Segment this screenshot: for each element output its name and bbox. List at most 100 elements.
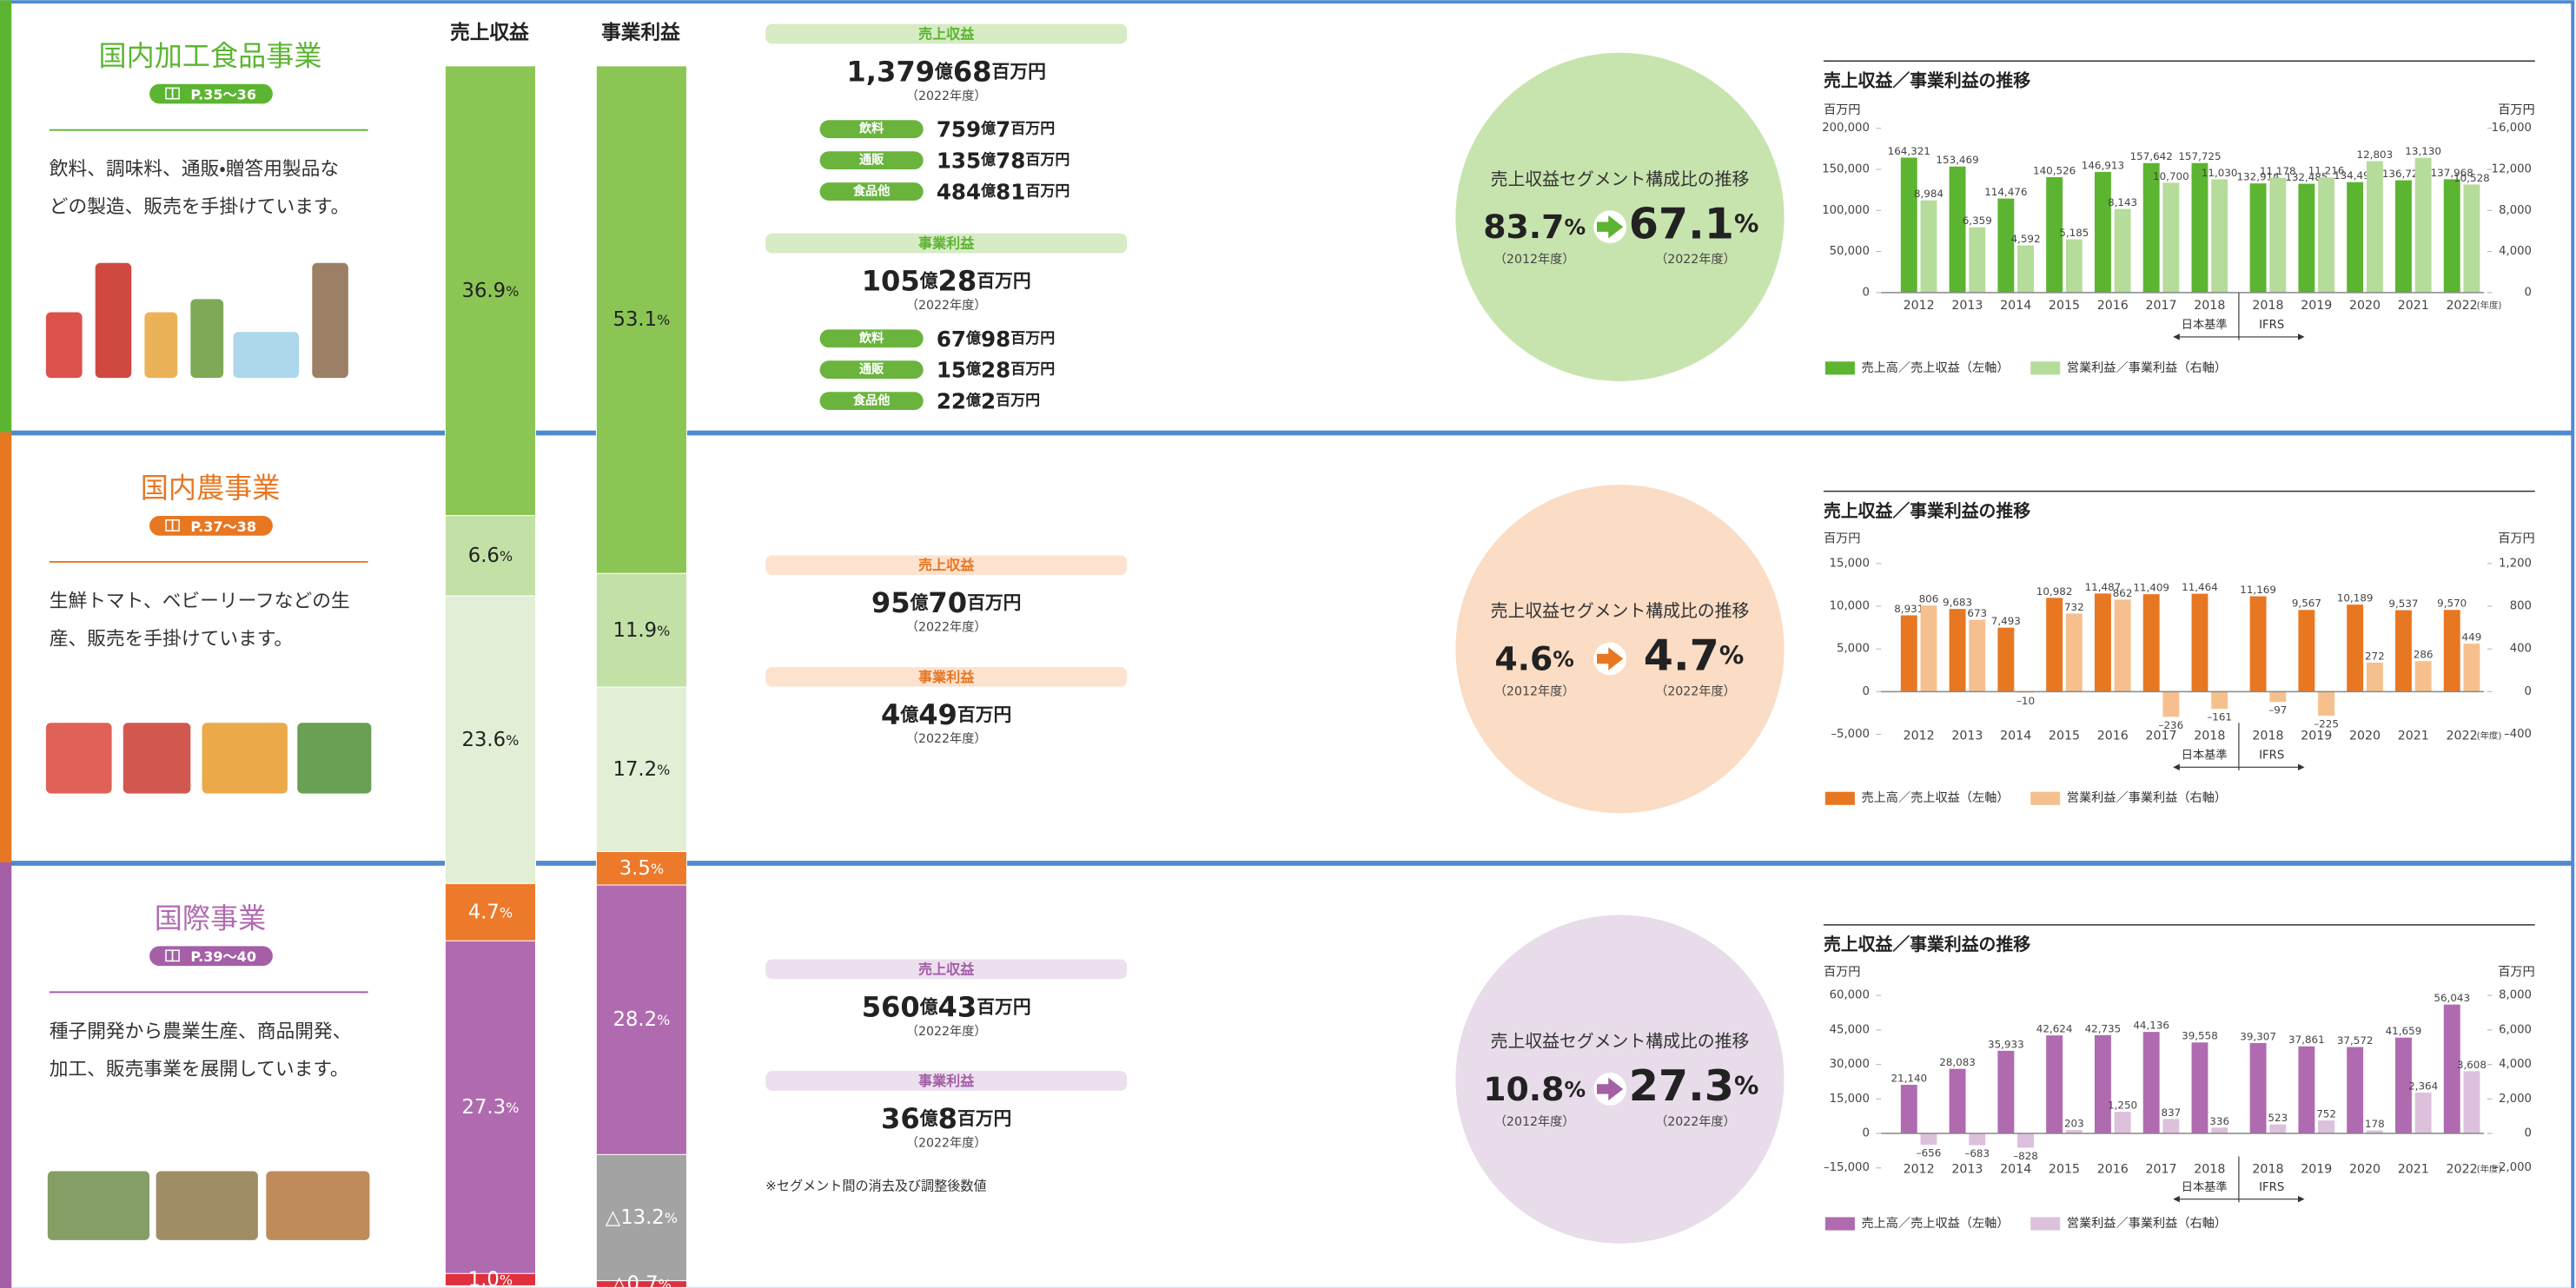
y2-tick-label: 8,000	[2499, 989, 2532, 1002]
legend-swatch	[1825, 1217, 1855, 1230]
value-label: 11,030	[2202, 167, 2238, 179]
x-tick-label: 2017	[2145, 299, 2176, 313]
x-tick-label: 2013	[1951, 1163, 1983, 1177]
text-run: 百万円	[992, 62, 1046, 83]
value-label: 862	[2113, 587, 2133, 599]
stack-label: 11.9%	[613, 619, 671, 642]
bar	[2143, 594, 2160, 691]
value-label: 9,537	[2388, 598, 2418, 610]
ratio-to-period: （2022年度）	[1655, 1115, 1736, 1129]
annotation: IFRS	[2259, 1181, 2284, 1194]
text-run: %	[1564, 1076, 1586, 1101]
text-run: △0.7	[612, 1273, 659, 1288]
value-label: 11,178	[2260, 165, 2296, 177]
text-run: 百万円	[996, 393, 1040, 410]
y-tick-label: 5,000	[1837, 643, 1870, 656]
value-label: 28,083	[1939, 1056, 1976, 1068]
text-run: 4.7	[468, 901, 500, 923]
x-tick-label: 2020	[2349, 1163, 2381, 1177]
annotation: 日本基準	[2182, 749, 2228, 763]
text-run: 17.2	[613, 758, 658, 781]
y-tick-label: 150,000	[1822, 163, 1870, 176]
product-photo	[144, 313, 177, 379]
text-run: 105	[862, 265, 920, 298]
text-run: 8	[938, 1102, 957, 1135]
bar	[2115, 1112, 2131, 1133]
product-photo	[156, 1171, 258, 1239]
page: 国内加工食品事業P.35～36飲料、調味料、通販・贈答用製品などの製造、販売を手…	[0, 0, 2576, 1288]
text-run: 億	[980, 182, 996, 201]
value-label: 42,735	[2085, 1022, 2122, 1034]
bar	[2211, 1127, 2228, 1133]
value-label: 8,984	[1914, 188, 1944, 200]
y-unit: 百万円	[1824, 966, 1861, 980]
y-unit: 百万円	[1824, 103, 1861, 117]
x-tick-label: 2015	[2049, 729, 2080, 743]
ratio-from-period: （2012年度）	[1494, 1115, 1575, 1129]
bar	[1950, 1069, 1966, 1133]
text-run: △13.2	[606, 1206, 665, 1229]
y-tick-label: –15,000	[1824, 1161, 1870, 1174]
value-label: 10,189	[2337, 592, 2374, 604]
stack-label: 23.6%	[462, 729, 520, 751]
breakdown-label: 飲料	[858, 331, 884, 346]
page-ref: P.37～38	[190, 519, 256, 535]
annotation: 日本基準	[2182, 318, 2228, 332]
x-tick-label: 2012	[1904, 1163, 1935, 1177]
value-label: 449	[2462, 631, 2482, 644]
x-tick-label: 2014	[2000, 1163, 2031, 1177]
y2-tick-label: 4,000	[2499, 245, 2532, 258]
x-tick-label: 2019	[2301, 729, 2332, 743]
bar	[2046, 1035, 2063, 1133]
y2-unit: 百万円	[2498, 532, 2535, 545]
bar	[2066, 240, 2083, 293]
segment-title: 国内加工食品事業	[99, 40, 322, 73]
value-label: 44,136	[2133, 1020, 2169, 1032]
text-run: 6.6	[468, 545, 500, 567]
text-run: 億	[919, 271, 938, 292]
text-run: 億	[919, 996, 938, 1017]
ratio-title: 売上収益セグメント構成比の推移	[1491, 1032, 1750, 1052]
y-tick-label: 50,000	[1830, 245, 1870, 258]
metric-label: 事業利益	[918, 235, 975, 252]
text-run: %	[506, 282, 519, 299]
bar	[2211, 179, 2228, 292]
text-run: 27.3	[1629, 1060, 1734, 1111]
text-run: 49	[918, 698, 957, 731]
metric-period: （2022年度）	[906, 621, 987, 635]
bar	[1901, 616, 1917, 692]
text-run: 135	[937, 148, 981, 173]
stack-label: 28.2%	[613, 1008, 671, 1031]
x-tick-label: 2021	[2398, 729, 2429, 743]
bar	[1969, 1133, 1985, 1146]
x-tick-label: 2021	[2398, 1163, 2429, 1177]
value-label: 157,725	[2178, 150, 2221, 162]
value-label: 272	[2365, 650, 2385, 662]
text-run: 2	[981, 388, 996, 413]
value-label: 157,642	[2130, 150, 2173, 162]
value-label: 42,624	[2036, 1023, 2073, 1035]
description-line: 産、販売を手掛けています。	[50, 628, 293, 650]
value-label: –225	[2314, 717, 2339, 730]
value-label: 21,140	[1891, 1072, 1927, 1084]
x-tick-label: 2022	[2447, 299, 2478, 313]
value-label: 10,528	[2453, 172, 2490, 184]
text-run: 28	[938, 265, 977, 298]
bar	[1997, 1051, 2014, 1133]
y-tick-label: 30,000	[1830, 1058, 1870, 1071]
text-run: %	[659, 1276, 672, 1288]
text-run: 百万円	[1025, 183, 1069, 201]
bar	[2395, 181, 2412, 293]
value-label: 39,307	[2240, 1030, 2276, 1042]
y-tick-label: 0	[1862, 286, 1869, 299]
text-run: 68	[953, 56, 992, 89]
value-label: 8,143	[2108, 196, 2137, 208]
bar	[2143, 1032, 2160, 1133]
product-photo	[266, 1171, 369, 1239]
stack-label: 6.6%	[468, 545, 513, 567]
bar	[1921, 1133, 1937, 1145]
text-run: 43	[938, 990, 977, 1023]
text-run: 億	[934, 62, 953, 83]
bar	[1997, 628, 2014, 692]
text-run: %	[500, 904, 513, 921]
